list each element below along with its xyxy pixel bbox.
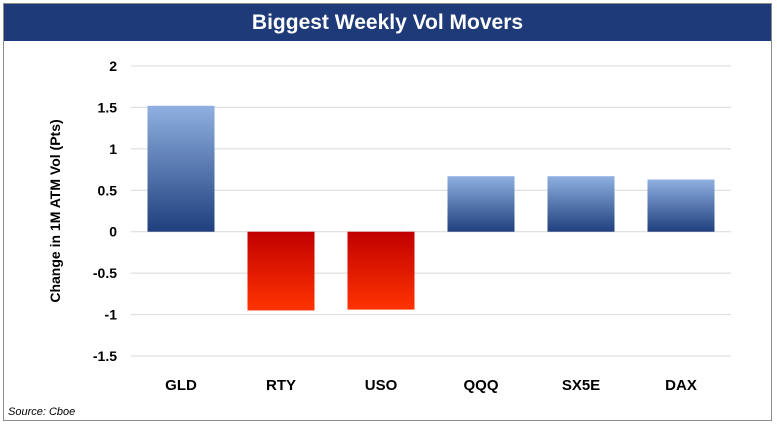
- y-tick-label: -1: [105, 307, 118, 323]
- bar-gld: [147, 105, 215, 232]
- y-tick-label: 2: [109, 58, 117, 74]
- x-category-label: SX5E: [562, 377, 600, 394]
- bar-chart: 21.510.50-0.5-1-1.5 GLD RTY USO QQQ SX5E DAX …: [47, 58, 731, 394]
- y-tick-label: 0.5: [98, 182, 118, 198]
- x-category-label: RTY: [266, 377, 296, 394]
- x-category-label: QQQ: [463, 377, 498, 394]
- y-axis-title: Change in 1M ATM Vol (Pts): [47, 119, 63, 302]
- bars: [147, 105, 715, 311]
- y-tick-label: 1: [109, 141, 117, 157]
- chart-frame: Biggest Weekly Vol Movers 2 1.5 1 0.5 0 -0.5 -…: [3, 3, 772, 421]
- bar-qqq: [447, 176, 515, 232]
- x-category-label: DAX: [665, 377, 697, 394]
- bar-dax: [647, 179, 715, 232]
- gridlines: [131, 65, 731, 357]
- chart-title: Biggest Weekly Vol Movers: [4, 4, 771, 41]
- bar-uso: [347, 231, 415, 310]
- bar-rty: [247, 231, 315, 311]
- y-tick-label: 0: [109, 224, 117, 240]
- x-category-label: USO: [365, 377, 398, 394]
- y-axis-ticks: 2 1.5 1 0.5 0 -0.5 -1 -1.5: [93, 58, 117, 364]
- x-category-label: GLD: [165, 377, 197, 394]
- y-tick-label: -1.5: [93, 348, 117, 364]
- bar-sx5e: [547, 176, 615, 232]
- y-tick-label: 1.5: [98, 99, 118, 115]
- source-note: Source: Cboe: [8, 406, 76, 418]
- x-axis-categories: GLD RTY USO QQQ SX5E DAX: [165, 377, 697, 394]
- y-tick-label: -0.5: [93, 265, 117, 281]
